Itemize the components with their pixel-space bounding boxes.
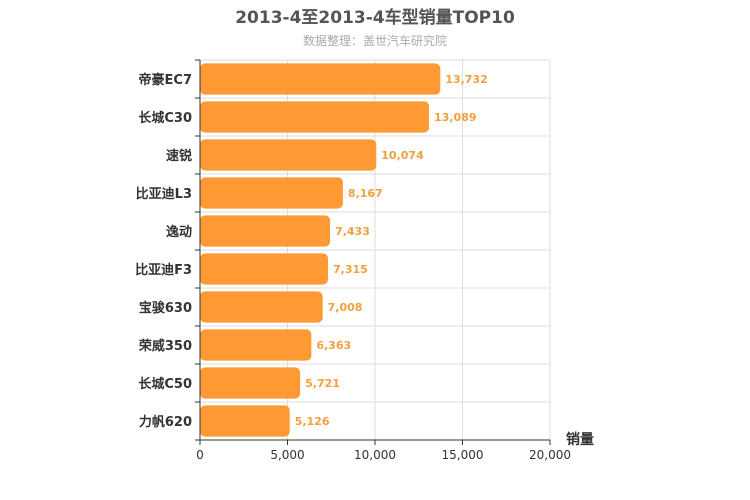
- bar: [200, 215, 331, 247]
- category-label: 帝豪EC7: [139, 72, 192, 88]
- bar: [200, 139, 377, 171]
- data-label: 7,315: [333, 263, 368, 276]
- bars: 13,732 13,089 10,074 8,167 7,433 7,315 7,008 6,…: [200, 63, 488, 437]
- data-label: 6,363: [316, 339, 351, 352]
- bar: [200, 63, 441, 95]
- data-label: 5,126: [295, 415, 330, 428]
- bar: [200, 367, 301, 399]
- x-tick-label: 5,000: [270, 448, 304, 462]
- x-tick-label: 15,000: [442, 448, 484, 462]
- data-label: 8,167: [348, 187, 383, 200]
- category-label: 比亚迪F3: [135, 262, 192, 278]
- bar: [200, 177, 343, 209]
- data-label: 13,089: [434, 111, 476, 124]
- gridlines: [200, 59, 551, 441]
- bar: [200, 253, 329, 285]
- x-tick-label: 0: [196, 448, 204, 462]
- chart-title: 2013-4至2013-4车型销量TOP10: [235, 7, 515, 28]
- data-label: 13,732: [445, 73, 487, 86]
- bar: [200, 405, 290, 437]
- bar: [200, 329, 312, 361]
- data-label: 7,008: [328, 301, 363, 314]
- category-label: 宝骏630: [139, 300, 192, 316]
- category-label: 长城C50: [138, 376, 192, 392]
- data-label: 5,721: [305, 377, 340, 390]
- chart-subtitle: 数据整理：盖世汽车研究院: [303, 33, 447, 48]
- category-label: 荣威350: [138, 338, 192, 354]
- category-label: 逸动: [166, 224, 192, 240]
- data-label: 7,433: [335, 225, 370, 238]
- bar: [200, 101, 430, 133]
- category-label: 比亚迪L3: [136, 186, 192, 202]
- bar: [200, 291, 323, 323]
- category-label: 力帆620: [139, 414, 192, 430]
- x-tick-label: 10,000: [354, 448, 396, 462]
- category-label: 速锐: [166, 148, 192, 164]
- x-tick-label: 20,000: [529, 448, 571, 462]
- x-axis-title: 销量: [566, 431, 594, 448]
- category-label: 长城C30: [138, 110, 192, 126]
- data-label: 10,074: [381, 149, 424, 162]
